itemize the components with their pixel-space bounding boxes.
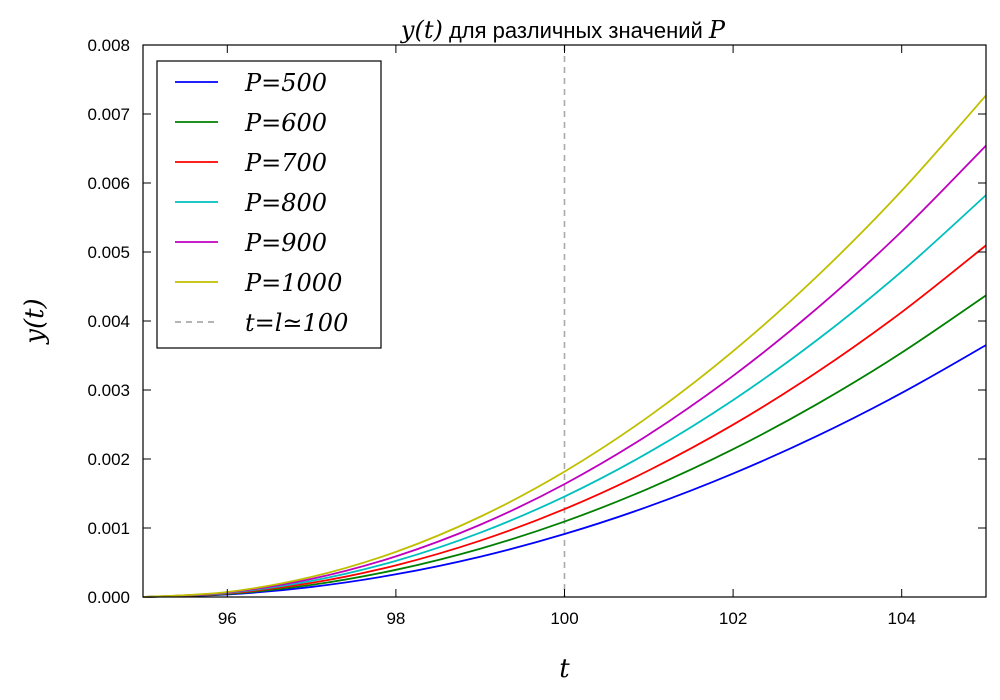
legend-label: P=900 <box>244 229 327 257</box>
x-tick-label: 100 <box>550 609 578 628</box>
x-tick-label: 96 <box>218 609 237 628</box>
legend-label: P=500 <box>244 69 327 97</box>
x-tick-label: 102 <box>719 609 747 628</box>
series-line-p-1000 <box>142 94 987 598</box>
legend-label: P=700 <box>244 149 327 177</box>
y-axis-label: y(t) <box>20 298 50 344</box>
legend-box <box>156 60 382 349</box>
series-line-p-700 <box>142 244 987 598</box>
axes-frame <box>142 44 987 598</box>
y-tick-label: 0.005 <box>87 243 130 262</box>
y-tick-label: 0.003 <box>87 381 130 400</box>
legend-label: P=600 <box>244 109 327 137</box>
title-text: для различных значений <box>443 18 709 43</box>
series-line-p-900 <box>142 144 987 598</box>
legend-label: P=800 <box>244 189 327 217</box>
y-tick-label: 0.006 <box>87 174 130 193</box>
title-math-suffix: P <box>708 16 726 44</box>
title-math-prefix: y(t) <box>400 16 443 44</box>
legend-label: t=l≃100 <box>245 309 348 337</box>
y-tick-label: 0.004 <box>87 312 130 331</box>
legend: P=500 P=600 P=700 P=800 P=900 P=1000 t=l≃100 <box>156 60 382 349</box>
chart-title: y(t) для различных значений P <box>400 16 726 44</box>
y-tick-label: 0.002 <box>87 450 130 469</box>
series-line-p-600 <box>142 294 987 598</box>
x-tick-label: 104 <box>888 609 916 628</box>
y-tick-label: 0.000 <box>87 588 130 607</box>
plot-area <box>142 45 987 598</box>
series-line-p-800 <box>142 194 987 598</box>
x-tick-label: 98 <box>386 609 405 628</box>
legend-label: P=1000 <box>244 269 342 297</box>
x-axis-label: t <box>559 654 570 684</box>
y-tick-label: 0.008 <box>87 36 130 55</box>
y-tick-label: 0.001 <box>87 519 130 538</box>
series-line-p-500 <box>142 344 987 598</box>
axis-ticks: 96 98 100 102 104 0.000 0.001 0.002 0.003 0.004 0.… <box>87 36 986 628</box>
y-tick-label: 0.007 <box>87 105 130 124</box>
